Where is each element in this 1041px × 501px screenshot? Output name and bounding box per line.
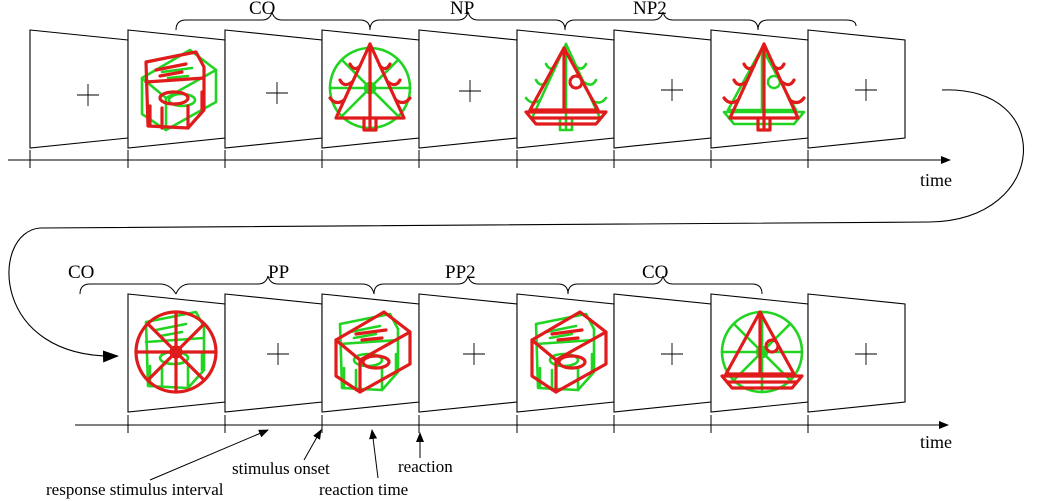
- arrow-rsi: [149, 429, 269, 481]
- braces-2: [79, 275, 763, 295]
- annotation-stimulus-onset: stimulus onset: [232, 459, 330, 478]
- frame-fixation: [224, 293, 323, 413]
- label-co-2b: CO: [642, 262, 668, 283]
- frame-fixation: [418, 293, 518, 413]
- frame-fixation: [807, 29, 906, 149]
- stimulus-ball-chair-icon: [134, 310, 218, 394]
- axis-ticks-1: [29, 150, 809, 168]
- row-1: time CO NP NP2: [8, 0, 952, 190]
- row-2: time CO PP PP2 CO: [46, 262, 952, 499]
- frame-fixation: [418, 29, 518, 149]
- label-pp: PP: [268, 262, 289, 283]
- frame-fixation: [29, 29, 129, 149]
- frame-fixation: [807, 293, 906, 413]
- brace-co-2b: [567, 275, 763, 295]
- brace-np: [369, 11, 566, 31]
- time-label-2: time: [920, 432, 952, 452]
- stimulus-boat-ball-icon: [720, 310, 804, 394]
- frames-1: [29, 29, 906, 149]
- frame-fixation: [613, 29, 712, 149]
- brace-co-2a: [79, 283, 177, 295]
- axis-ticks-2: [127, 415, 809, 433]
- brace-pp: [175, 275, 375, 295]
- time-label-1: time: [920, 170, 952, 190]
- annotation-rsi: response stimulus interval: [46, 480, 224, 499]
- brace-co-1: [175, 11, 371, 31]
- brace-pp2: [373, 275, 569, 295]
- label-co-2a: CO: [68, 262, 94, 283]
- arrow-stimulus-onset: [303, 429, 322, 461]
- annotation-reaction: reaction: [398, 457, 453, 476]
- annotation-reaction-time: reaction time: [319, 480, 408, 499]
- frame-fixation: [224, 29, 323, 149]
- label-np: NP: [450, 0, 474, 19]
- label-co-1: CO: [249, 0, 275, 19]
- brace-np2: [564, 11, 857, 31]
- arrow-reaction-time: [369, 429, 379, 479]
- row-connector-arrow: [8, 89, 1024, 363]
- label-np2: NP2: [633, 0, 667, 19]
- label-pp2: PP2: [445, 262, 476, 283]
- frames-2: [127, 293, 906, 413]
- frame-fixation: [613, 293, 712, 413]
- annotation-arrows: [149, 429, 424, 481]
- braces-1: [175, 11, 857, 31]
